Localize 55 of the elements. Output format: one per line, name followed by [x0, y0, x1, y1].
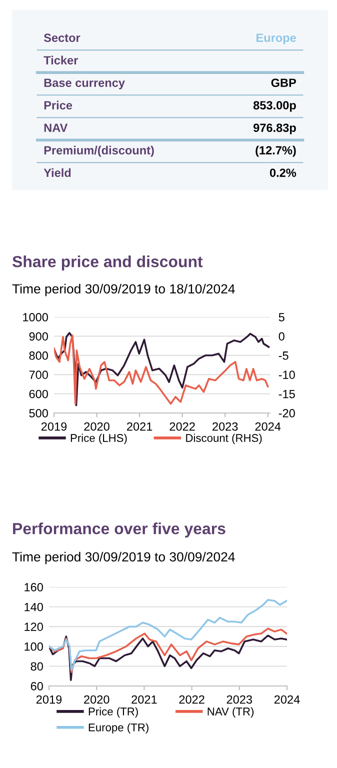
y-tick-label: 60: [30, 682, 43, 690]
line-series: [49, 634, 287, 681]
x-tick-label: 2019: [41, 422, 67, 431]
legend-label: Price (TR): [88, 707, 138, 718]
x-tick-label: 2021: [132, 695, 157, 704]
category-label: Premium/(discount): [44, 146, 154, 157]
y-tick-label: 1000: [23, 313, 48, 322]
x-tick-label: 2022: [179, 695, 204, 704]
legend-label: Discount (RHS): [186, 434, 262, 444]
line-series: [49, 628, 287, 674]
category-label: Base currency: [44, 78, 125, 90]
y2-tick-label: -5: [278, 352, 288, 360]
x-tick-label: 2023: [226, 695, 252, 704]
y-tick-label: 100: [24, 642, 43, 651]
text: Europe: [256, 34, 296, 44]
y-tick-label: 140: [24, 602, 43, 612]
text: GBP: [271, 78, 296, 87]
x-tick-label: 2024: [255, 422, 281, 431]
line-series: [49, 598, 287, 672]
y2-tick-label: -20: [278, 409, 295, 418]
y-tick-label: 900: [29, 332, 48, 341]
legend-label: Price (LHS): [70, 434, 127, 444]
text: 976.83p: [253, 124, 296, 134]
x-tick-label: 2020: [84, 422, 110, 431]
x-tick-label: 2022: [170, 422, 195, 431]
y-tick-label: 160: [24, 583, 43, 592]
x-tick-label: 2021: [127, 422, 152, 431]
category-label: NAV: [44, 124, 68, 132]
chart-title: Share price and discount: [12, 256, 203, 270]
y-tick-label: 120: [24, 622, 43, 631]
y2-tick-label: 0: [278, 332, 284, 341]
y2-tick-label: 5: [278, 313, 284, 322]
legend-label: NAV (TR): [208, 707, 254, 718]
category-label: Ticker: [44, 56, 78, 64]
text: (12.7%): [256, 146, 296, 157]
text: 853.00p: [253, 101, 296, 112]
category-label: Sector: [44, 34, 80, 42]
x-tick-label: 2019: [36, 695, 62, 704]
y2-tick-label: -15: [278, 390, 295, 398]
x-tick-label: 2024: [274, 695, 300, 704]
chart-subtitle: Time period 30/09/2019 to 18/10/2024: [12, 284, 235, 296]
y-tick-label: 800: [29, 351, 48, 360]
y-tick-label: 80: [30, 662, 43, 671]
y-tick-label: 700: [29, 370, 48, 379]
chart-subtitle: Time period 30/09/2019 to 30/09/2024: [12, 552, 235, 564]
y2-tick-label: -10: [278, 370, 295, 379]
x-tick-label: 2020: [84, 695, 110, 704]
y-tick-label: 600: [29, 390, 48, 398]
chart-title: Performance over five years: [13, 522, 226, 538]
text: 0.2%: [270, 168, 296, 177]
category-label: Price: [44, 100, 72, 110]
legend-label: Europe (TR): [88, 723, 148, 734]
x-tick-label: 2023: [212, 422, 238, 431]
category-label: Yield: [44, 168, 71, 177]
y-tick-label: 500: [29, 409, 48, 418]
